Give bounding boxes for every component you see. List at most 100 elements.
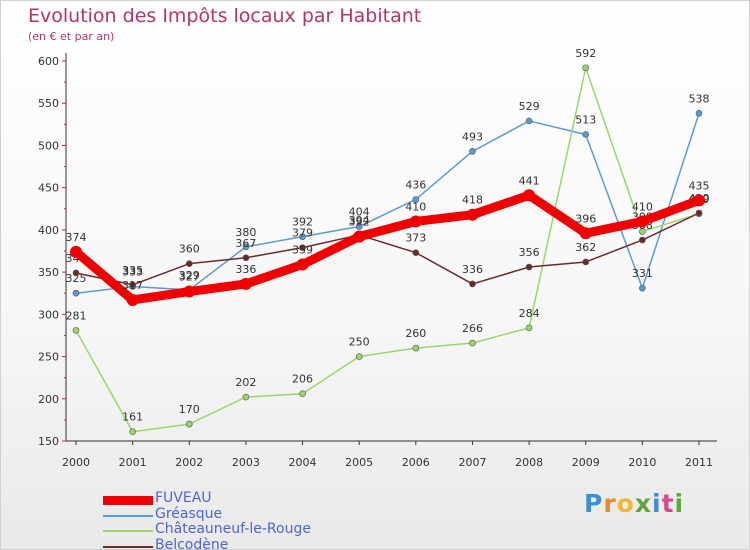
point-chateauneuf-le-rouge: [242, 393, 250, 401]
point-greasque: [299, 233, 306, 240]
data-label-greasque: 436: [405, 178, 426, 191]
data-label-greasque: 329: [179, 269, 200, 282]
data-label-fuveau: 327: [179, 271, 200, 284]
point-fuveau: [409, 215, 422, 228]
data-label-greasque: 333: [122, 265, 143, 278]
point-fuveau: [466, 208, 479, 221]
y-tick-label: 600: [38, 55, 59, 68]
x-tick-label: 2005: [345, 456, 373, 469]
series-line-chateauneuf-le-rouge: [75, 67, 700, 433]
point-fuveau: [693, 194, 705, 207]
data-label-fuveau: 336: [235, 263, 256, 276]
logo-letter: x: [634, 489, 652, 518]
x-tick-label: 2007: [458, 456, 486, 469]
data-label-chateauneuf-le-rouge: 206: [292, 373, 313, 386]
data-label-chateauneuf-le-rouge: 170: [179, 403, 200, 416]
legend-swatch: [103, 546, 153, 548]
chart-title: Evolution des Impôts locaux par Habitant: [28, 5, 422, 27]
point-belcodene: [639, 236, 646, 244]
data-label-greasque: 331: [632, 267, 653, 280]
point-fuveau: [579, 227, 592, 240]
legend-label: Gréasque: [155, 506, 223, 522]
logo-letter: i: [674, 489, 685, 518]
chart-subtitle: (en € et par an): [28, 30, 115, 43]
series-line-fuveau: [71, 190, 704, 305]
data-label-belcodene: 394: [349, 214, 370, 227]
x-tick-label: 2008: [515, 456, 543, 469]
point-greasque: [355, 223, 363, 230]
data-label-greasque: 538: [689, 92, 710, 105]
data-label-fuveau: 317: [122, 279, 143, 292]
point-fuveau: [636, 215, 649, 228]
data-label-chateauneuf-le-rouge: 260: [405, 327, 426, 340]
proxiti-logo: Proxiti: [584, 489, 684, 518]
legend-label: Belcodène: [155, 537, 229, 550]
data-label-chateauneuf-le-rouge: 266: [462, 322, 483, 335]
point-fuveau: [183, 285, 196, 298]
data-label-belcodene: 360: [179, 243, 200, 256]
data-label-greasque: 380: [235, 226, 256, 239]
point-chateauneuf-le-rouge: [582, 64, 590, 72]
point-greasque: [695, 110, 703, 117]
point-greasque: [412, 196, 420, 203]
point-fuveau: [353, 230, 366, 243]
point-belcodene: [695, 209, 703, 217]
data-label-fuveau: 374: [66, 231, 87, 244]
point-greasque: [582, 131, 590, 138]
logo-letter: t: [661, 489, 675, 518]
point-belcodene: [242, 254, 250, 262]
x-tick-label: 2002: [175, 456, 203, 469]
data-label-fuveau: 396: [575, 212, 596, 225]
data-label-fuveau: 435: [689, 179, 710, 192]
data-label-fuveau: 418: [462, 194, 483, 207]
point-chateauneuf-le-rouge: [185, 420, 193, 428]
data-label-chateauneuf-le-rouge: 592: [575, 47, 596, 60]
point-belcodene: [129, 281, 136, 289]
data-label-belcodene: 362: [575, 241, 596, 254]
legend-swatch: [103, 495, 153, 505]
legend-swatch: [103, 515, 153, 517]
y-tick-label: 450: [38, 182, 59, 195]
point-belcodene: [582, 258, 590, 266]
data-label-greasque: 493: [462, 130, 483, 143]
point-fuveau: [523, 189, 536, 202]
y-tick-label: 300: [38, 308, 59, 321]
x-tick-label: 2000: [62, 456, 90, 469]
point-chateauneuf-le-rouge: [72, 327, 80, 334]
logo-letter: i: [652, 489, 662, 518]
point-belcodene: [72, 269, 80, 277]
point-chateauneuf-le-rouge: [639, 228, 646, 235]
y-tick-label: 500: [38, 139, 59, 152]
point-belcodene: [469, 280, 476, 288]
data-label-fuveau: 410: [632, 200, 653, 213]
point-fuveau: [70, 245, 82, 258]
point-fuveau: [126, 293, 139, 306]
point-fuveau: [296, 258, 309, 271]
point-greasque: [469, 148, 476, 155]
line-chart: 150 200 250 300 350 400 450 500 550 600 2000 2001 20…: [38, 47, 717, 469]
x-tick-label: 2004: [289, 456, 317, 469]
point-chateauneuf-le-rouge: [355, 353, 363, 360]
point-greasque: [639, 284, 646, 292]
legend-label: FUVEAU: [155, 490, 212, 506]
point-chateauneuf-le-rouge: [469, 339, 476, 347]
x-tick-label: 2011: [685, 456, 713, 469]
data-label-fuveau: 359: [292, 244, 313, 257]
logo-letter: o: [616, 489, 635, 518]
x-tick-label: 2003: [232, 456, 260, 469]
series-line-belcodene: [75, 212, 700, 286]
point-belcodene: [412, 249, 420, 256]
logo-letter: P: [584, 489, 604, 518]
x-tick-label: 2001: [119, 456, 147, 469]
y-tick-label: 150: [38, 435, 59, 448]
point-belcodene: [299, 244, 306, 251]
point-greasque: [242, 243, 250, 251]
y-tick-label: 550: [38, 97, 59, 110]
data-label-chateauneuf-le-rouge: 202: [235, 376, 256, 389]
legend-swatch: [103, 530, 153, 532]
data-label-greasque: 325: [66, 272, 87, 285]
data-label-belcodene: 367: [235, 237, 256, 250]
data-label-greasque: 529: [519, 100, 540, 113]
data-label-belcodene: 335: [122, 264, 143, 277]
